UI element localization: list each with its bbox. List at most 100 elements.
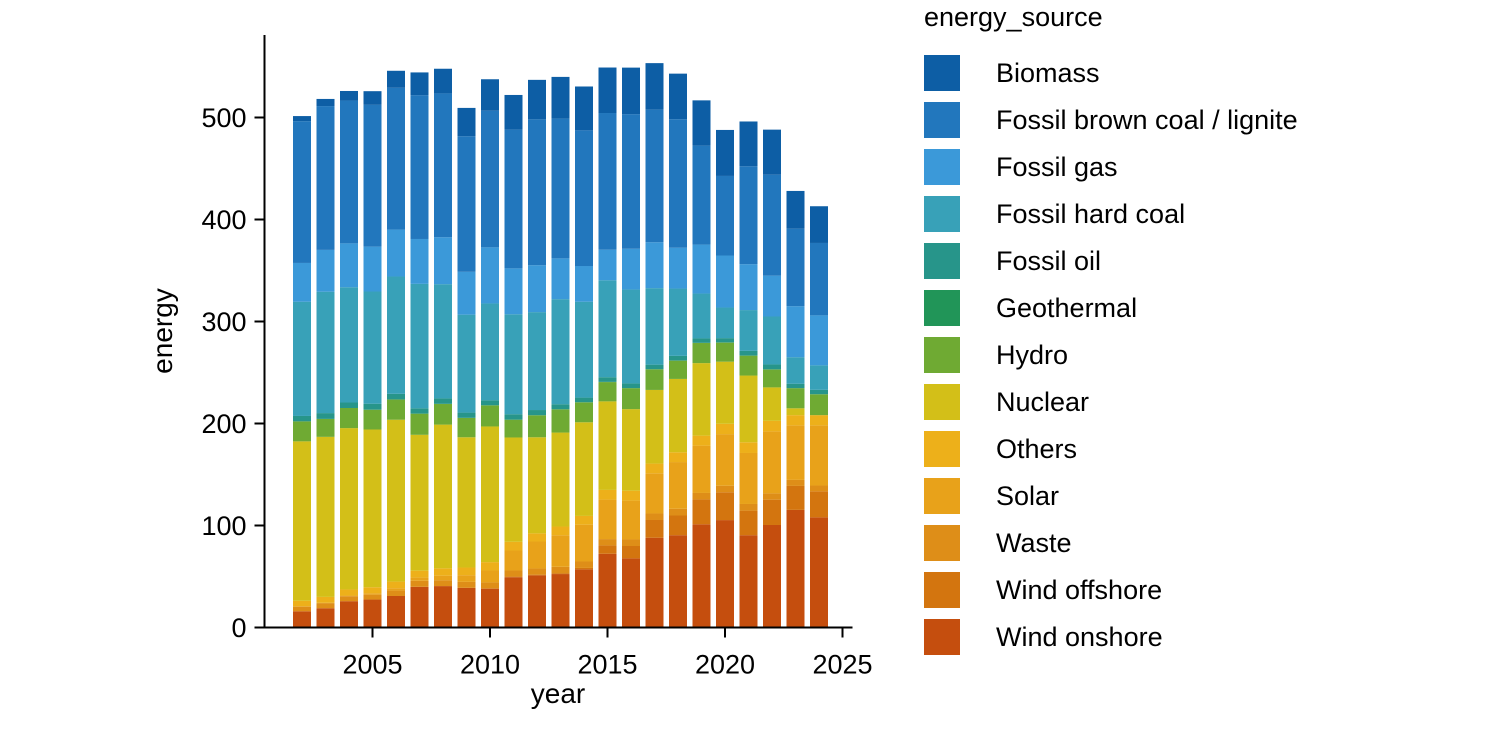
bar-segment — [739, 442, 758, 453]
legend-item-label: Nuclear — [996, 387, 1090, 417]
bar-segment — [387, 229, 405, 277]
y-tick-label: 300 — [201, 307, 246, 337]
bar-segment — [481, 79, 499, 111]
bar-segment — [763, 129, 781, 175]
y-tick-label: 500 — [201, 103, 246, 133]
bar-segment — [387, 399, 405, 420]
bar-segment — [716, 342, 734, 362]
bar-segment — [598, 382, 617, 402]
bar-segment — [387, 393, 405, 400]
legend-item-wind-offshore: Wind offshore — [924, 572, 1162, 608]
bar-segment — [387, 87, 405, 230]
bar-segment — [575, 515, 593, 525]
bar-segment — [387, 595, 405, 628]
bar-segment — [340, 402, 358, 408]
bar-segment — [645, 473, 664, 514]
bar-segment — [340, 428, 358, 590]
legend-item-nuclear: Nuclear — [924, 384, 1089, 420]
bar-segment — [692, 435, 711, 446]
bar-segment — [504, 570, 523, 577]
bar-segment — [387, 590, 405, 596]
bar-segment — [316, 413, 335, 419]
bar-segment — [692, 343, 711, 364]
bar-segment — [810, 485, 828, 492]
bar-segment — [716, 492, 734, 521]
bar-segment — [575, 86, 593, 131]
bar-segment — [316, 608, 335, 628]
bar-segment — [504, 577, 523, 628]
bar-segment — [340, 596, 358, 602]
bar-segment — [340, 243, 358, 288]
bar-segment — [763, 275, 781, 317]
legend-item-label: Others — [996, 434, 1078, 464]
bar-segment — [551, 566, 570, 574]
bar-segment — [763, 499, 781, 525]
bar-segment — [528, 312, 546, 411]
bar-segment — [669, 73, 687, 120]
bar-segment — [692, 100, 711, 146]
bar-segment — [669, 515, 687, 536]
bar-segment — [551, 574, 570, 628]
bar-segment — [363, 291, 382, 404]
bar-segment — [410, 283, 429, 409]
bar-segment — [716, 520, 734, 628]
bar-segment — [528, 568, 546, 575]
legend-item-label: Biomass — [996, 58, 1100, 88]
bar-segment — [645, 537, 664, 628]
x-tick-label: 2015 — [577, 650, 637, 680]
bar-segment — [316, 603, 335, 609]
axes-group: 0 100 200 300 400 500 2005 2010 2015 2020 2025 — [201, 35, 873, 680]
legend-item-biomass: Biomass — [924, 55, 1100, 91]
bar-segment — [669, 508, 687, 516]
bar-segment — [692, 293, 711, 339]
legend-item-fossil-brown-coal-lignite: Fossil brown coal / lignite — [924, 102, 1298, 138]
bar-segment — [645, 288, 664, 365]
bar-segment — [410, 72, 429, 96]
bar-segment — [669, 360, 687, 379]
bar-segment — [551, 258, 570, 300]
legend-item-solar: Solar — [924, 478, 1059, 514]
bar-segment — [645, 364, 664, 370]
bar-segment — [786, 509, 805, 628]
bar-segment — [645, 513, 664, 520]
bar-segment — [293, 301, 311, 416]
bar-segment — [645, 242, 664, 289]
legend-item-label: Fossil gas — [996, 152, 1118, 182]
legend-item-label: Waste — [996, 528, 1072, 558]
bar-segment — [645, 463, 664, 474]
bar-segment — [410, 434, 429, 571]
bar-segment — [598, 553, 617, 628]
bar-segment — [457, 107, 476, 137]
bar-segment — [340, 287, 358, 403]
bar-segment — [434, 575, 452, 581]
legend-item-geothermal: Geothermal — [924, 290, 1137, 326]
bar-segment — [810, 517, 828, 628]
bar-segment — [457, 136, 476, 272]
bar-segment — [598, 280, 617, 378]
bar-segment — [434, 398, 452, 404]
bar-segment — [810, 315, 828, 366]
bar-segment — [363, 594, 382, 600]
bar-segment — [810, 425, 828, 486]
legend-swatch — [924, 196, 960, 232]
bar-segment — [786, 383, 805, 388]
bar-segment — [622, 539, 640, 546]
bar-segment — [763, 431, 781, 494]
legend-item-label: Fossil hard coal — [996, 199, 1186, 229]
bar-segment — [763, 316, 781, 365]
bar-segment — [739, 121, 758, 167]
bar-segment — [786, 479, 805, 486]
legend-item-waste: Waste — [924, 525, 1072, 561]
bar-segment — [387, 419, 405, 582]
legend-item-others: Others — [924, 431, 1077, 467]
bar-segment — [363, 91, 382, 105]
bar-segment — [481, 110, 499, 248]
bar-segment — [575, 561, 593, 568]
bar-segment — [387, 581, 405, 589]
bar-segment — [293, 611, 311, 628]
bar-segment — [434, 237, 452, 285]
bar-segment — [645, 519, 664, 538]
bar-segment — [622, 490, 640, 501]
x-axis-title: year — [531, 678, 585, 709]
